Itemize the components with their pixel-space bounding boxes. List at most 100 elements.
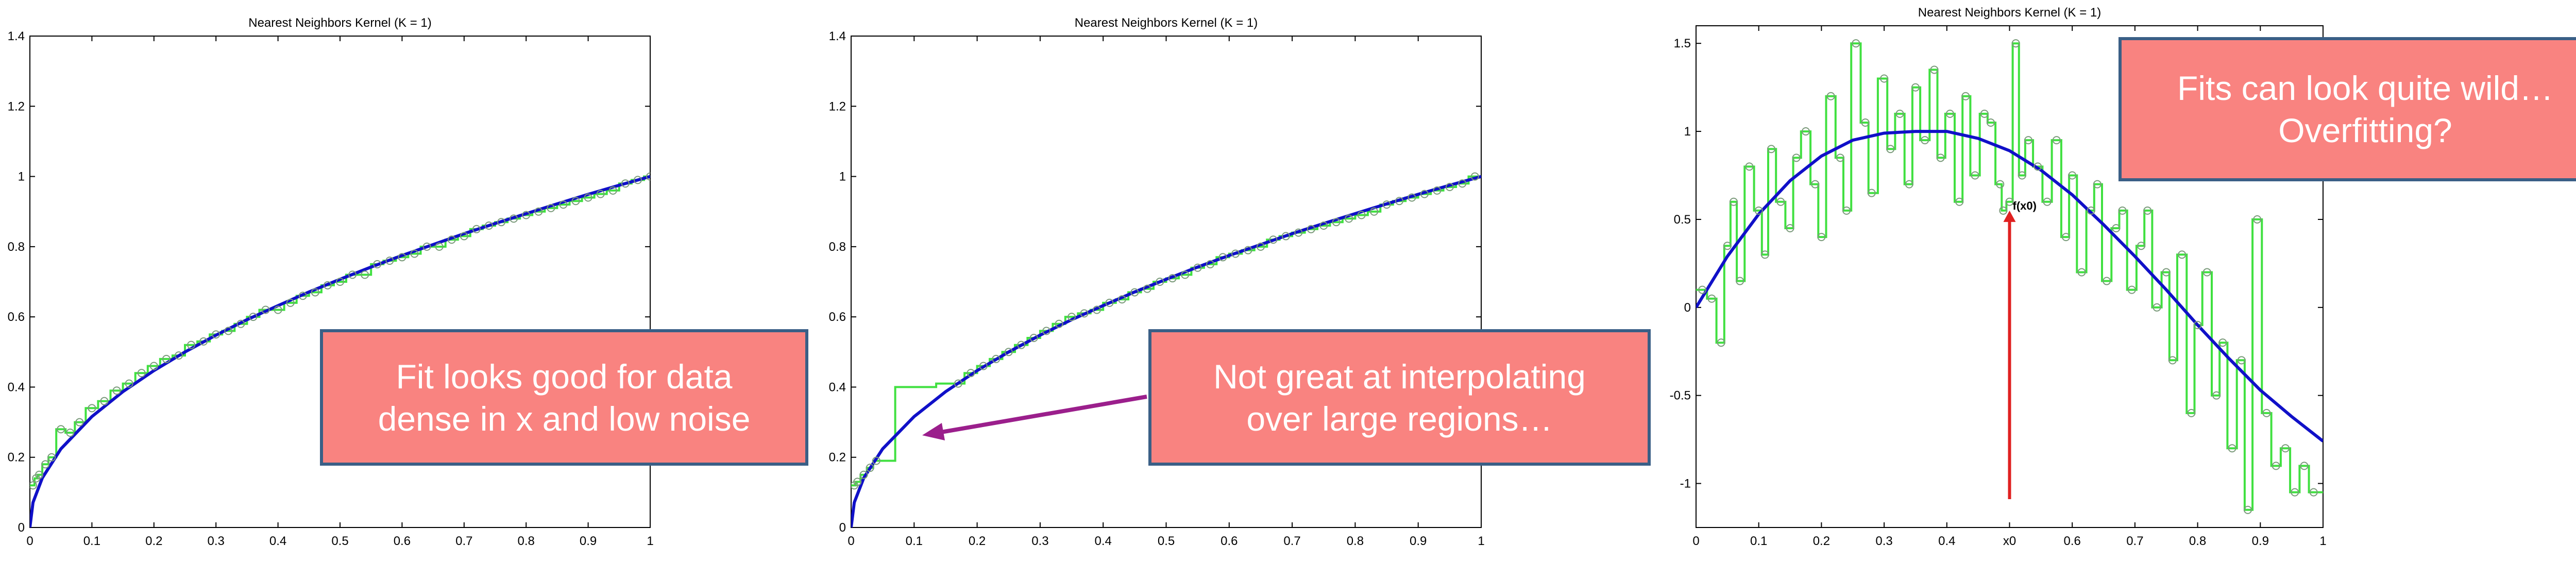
observation-point [1986, 118, 1995, 127]
x-tick-label: 0.4 [269, 534, 286, 548]
x-tick-label: 0 [1692, 534, 1699, 548]
observation-point [286, 298, 295, 307]
observation-point [967, 369, 975, 378]
y-tick-label: -1 [1680, 477, 1691, 491]
observation-point [596, 190, 605, 198]
interpolation-arrowhead [922, 423, 945, 440]
y-tick-label: 0.2 [8, 451, 25, 465]
observation-point [1767, 145, 1776, 154]
x-tick-label: 0.3 [1875, 534, 1892, 548]
observation-point [1936, 154, 1945, 162]
y-tick-label: 1.2 [829, 99, 846, 113]
observation-point [954, 379, 962, 388]
true-function-line [1696, 130, 2323, 442]
y-tick-label: 1.4 [829, 29, 846, 43]
callout-line: Fits can look quite wild… [2177, 69, 2553, 107]
observation-point [1955, 197, 1964, 206]
fit-step-line [851, 175, 1481, 487]
observation-point [1143, 284, 1151, 293]
observation-point [1307, 225, 1315, 233]
chart-3: Nearest Neighbors Kernel (K = 1) 0 0.1 0.2 0… [1670, 6, 2327, 548]
observation-point [2011, 39, 2020, 48]
observation-point [2043, 197, 2052, 206]
chart-1: Nearest Neighbors Kernel (K = 1) 0 0.1 0.2 0… [8, 16, 654, 548]
observation-point [608, 186, 617, 195]
y-tick-label: 0.8 [8, 240, 25, 254]
observation-point [510, 214, 518, 223]
x-tick-label: 0.6 [2064, 534, 2081, 548]
observation-point [88, 404, 96, 413]
observation-point [2033, 162, 2042, 171]
x-tick-label: 0.6 [394, 534, 411, 548]
observation-point [336, 278, 344, 286]
x-tick-label: 0.8 [518, 534, 535, 548]
callout-line: over large regions… [1246, 399, 1553, 438]
y-tick-label: 0.8 [829, 240, 846, 254]
observation-point [2052, 136, 2061, 145]
observation-point [472, 225, 481, 233]
y-tick-label: 1.4 [8, 29, 25, 43]
observation-point [1754, 206, 1763, 215]
observation-point [1760, 250, 1769, 259]
observation-point [1980, 109, 1989, 118]
observation-point [2127, 285, 2136, 294]
observation-point [2005, 197, 2014, 206]
y-tick-label: 0 [1684, 301, 1691, 315]
chart-title: Nearest Neighbors Kernel (K = 1) [248, 16, 432, 30]
observation-point [2178, 250, 2187, 259]
observation-point [2118, 206, 2127, 215]
observation-point [646, 172, 650, 181]
observation-point [1930, 65, 1939, 74]
observation-point [1867, 189, 1876, 197]
observation-point [522, 211, 531, 219]
observation-point [2187, 408, 2196, 417]
observation-point [261, 305, 270, 314]
observation-point [2162, 268, 2171, 277]
true-function-line [851, 175, 1481, 527]
observation-point [1244, 246, 1252, 254]
observation-point [1826, 92, 1835, 100]
observation-point [484, 221, 493, 230]
x-tick-label: 0.3 [208, 534, 225, 548]
observation-point [41, 460, 50, 469]
observation-point [547, 203, 555, 212]
observation-point [1357, 211, 1366, 219]
y-tick-label: 1.2 [8, 99, 25, 113]
observation-point [1156, 278, 1164, 286]
callout-overfitting: Fits can look quite wild… Overfitting? [2119, 37, 2576, 181]
observation-point [274, 305, 282, 314]
observation-point [866, 464, 874, 472]
observation-point [1801, 127, 1810, 136]
observation-point [2143, 206, 2152, 215]
x-tick-label: 0.1 [1750, 534, 1767, 548]
observation-point [1042, 327, 1051, 335]
observation-point [1433, 186, 1442, 195]
observation-point [1092, 305, 1101, 314]
observation-point [1193, 263, 1202, 272]
observation-point [1445, 183, 1454, 192]
y-tick-label: 0.6 [8, 310, 25, 324]
y-tick-label: 0.4 [8, 380, 25, 394]
observation-point [1842, 206, 1851, 215]
observation-point [2093, 180, 2102, 189]
x-tick-label: 0.1 [83, 534, 100, 548]
observation-point [75, 418, 84, 427]
observation-point [859, 470, 868, 479]
observation-point [1294, 228, 1303, 237]
observation-point [1880, 74, 1889, 83]
observation-point [1181, 270, 1190, 279]
callout-line: Fit looks good for data [396, 357, 733, 396]
observation-point [2281, 444, 2290, 453]
observation-point [149, 362, 158, 370]
observation-point [1231, 249, 1240, 258]
x-tick-label: 0.7 [455, 534, 472, 548]
observation-point [1836, 154, 1844, 162]
observation-point [199, 337, 208, 346]
observation-point [447, 235, 456, 244]
y-tick-label: 1 [1684, 125, 1691, 139]
x-tick-label: 0.9 [2252, 534, 2269, 548]
plot-area [1696, 39, 2323, 514]
plot-area [30, 172, 650, 527]
x-tick-label: 0 [26, 534, 33, 548]
